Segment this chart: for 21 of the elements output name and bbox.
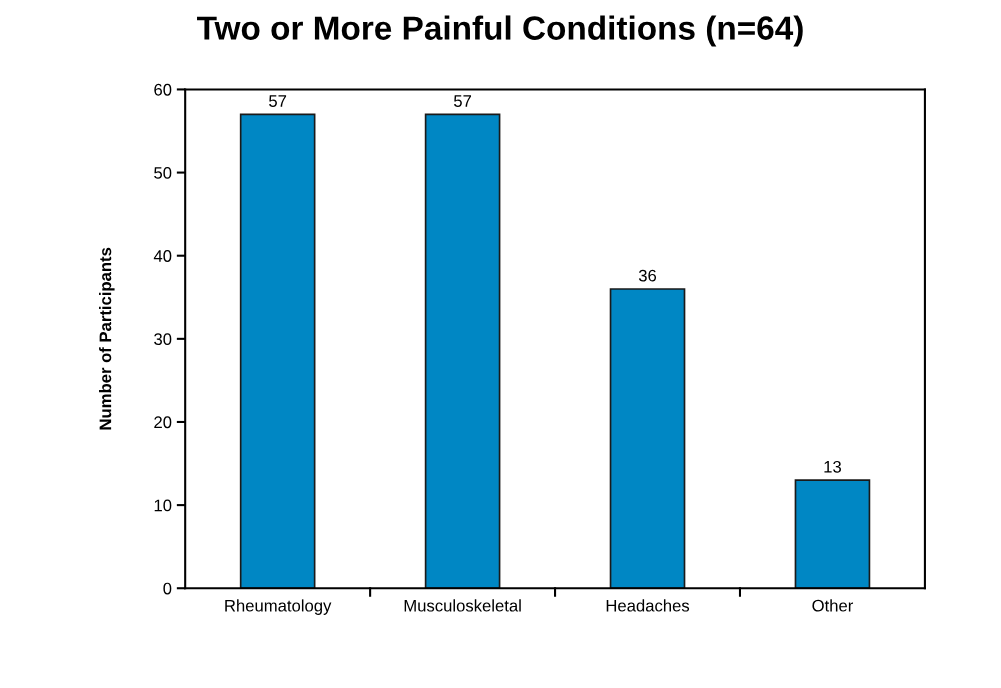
bar [239,113,316,589]
data-label: 57 [453,95,472,107]
bar [609,288,686,589]
x-tick-label: Headaches [606,599,690,612]
y-tick-label: 50 [154,166,172,179]
y-tick-label: 40 [153,250,172,262]
x-tick-label: Rheumatology [225,599,332,615]
y-axis-title: Number of Participants [99,247,115,430]
chart-title: Two or More Painful Conditions (n=64) [197,15,803,47]
data-label: 13 [824,460,841,473]
y-tick-label: 60 [154,83,172,96]
y-tick-label: 30 [154,333,172,346]
y-tick-label: 0 [163,582,172,595]
bar [794,479,871,589]
y-tick-label: 20 [154,416,172,429]
x-tick-label: Other [812,599,854,612]
y-tick-label: 10 [154,499,172,512]
x-tick-label: Musculoskeletal [404,599,521,612]
data-label: 36 [638,269,657,282]
bar [424,113,501,589]
data-label: 57 [269,95,287,107]
